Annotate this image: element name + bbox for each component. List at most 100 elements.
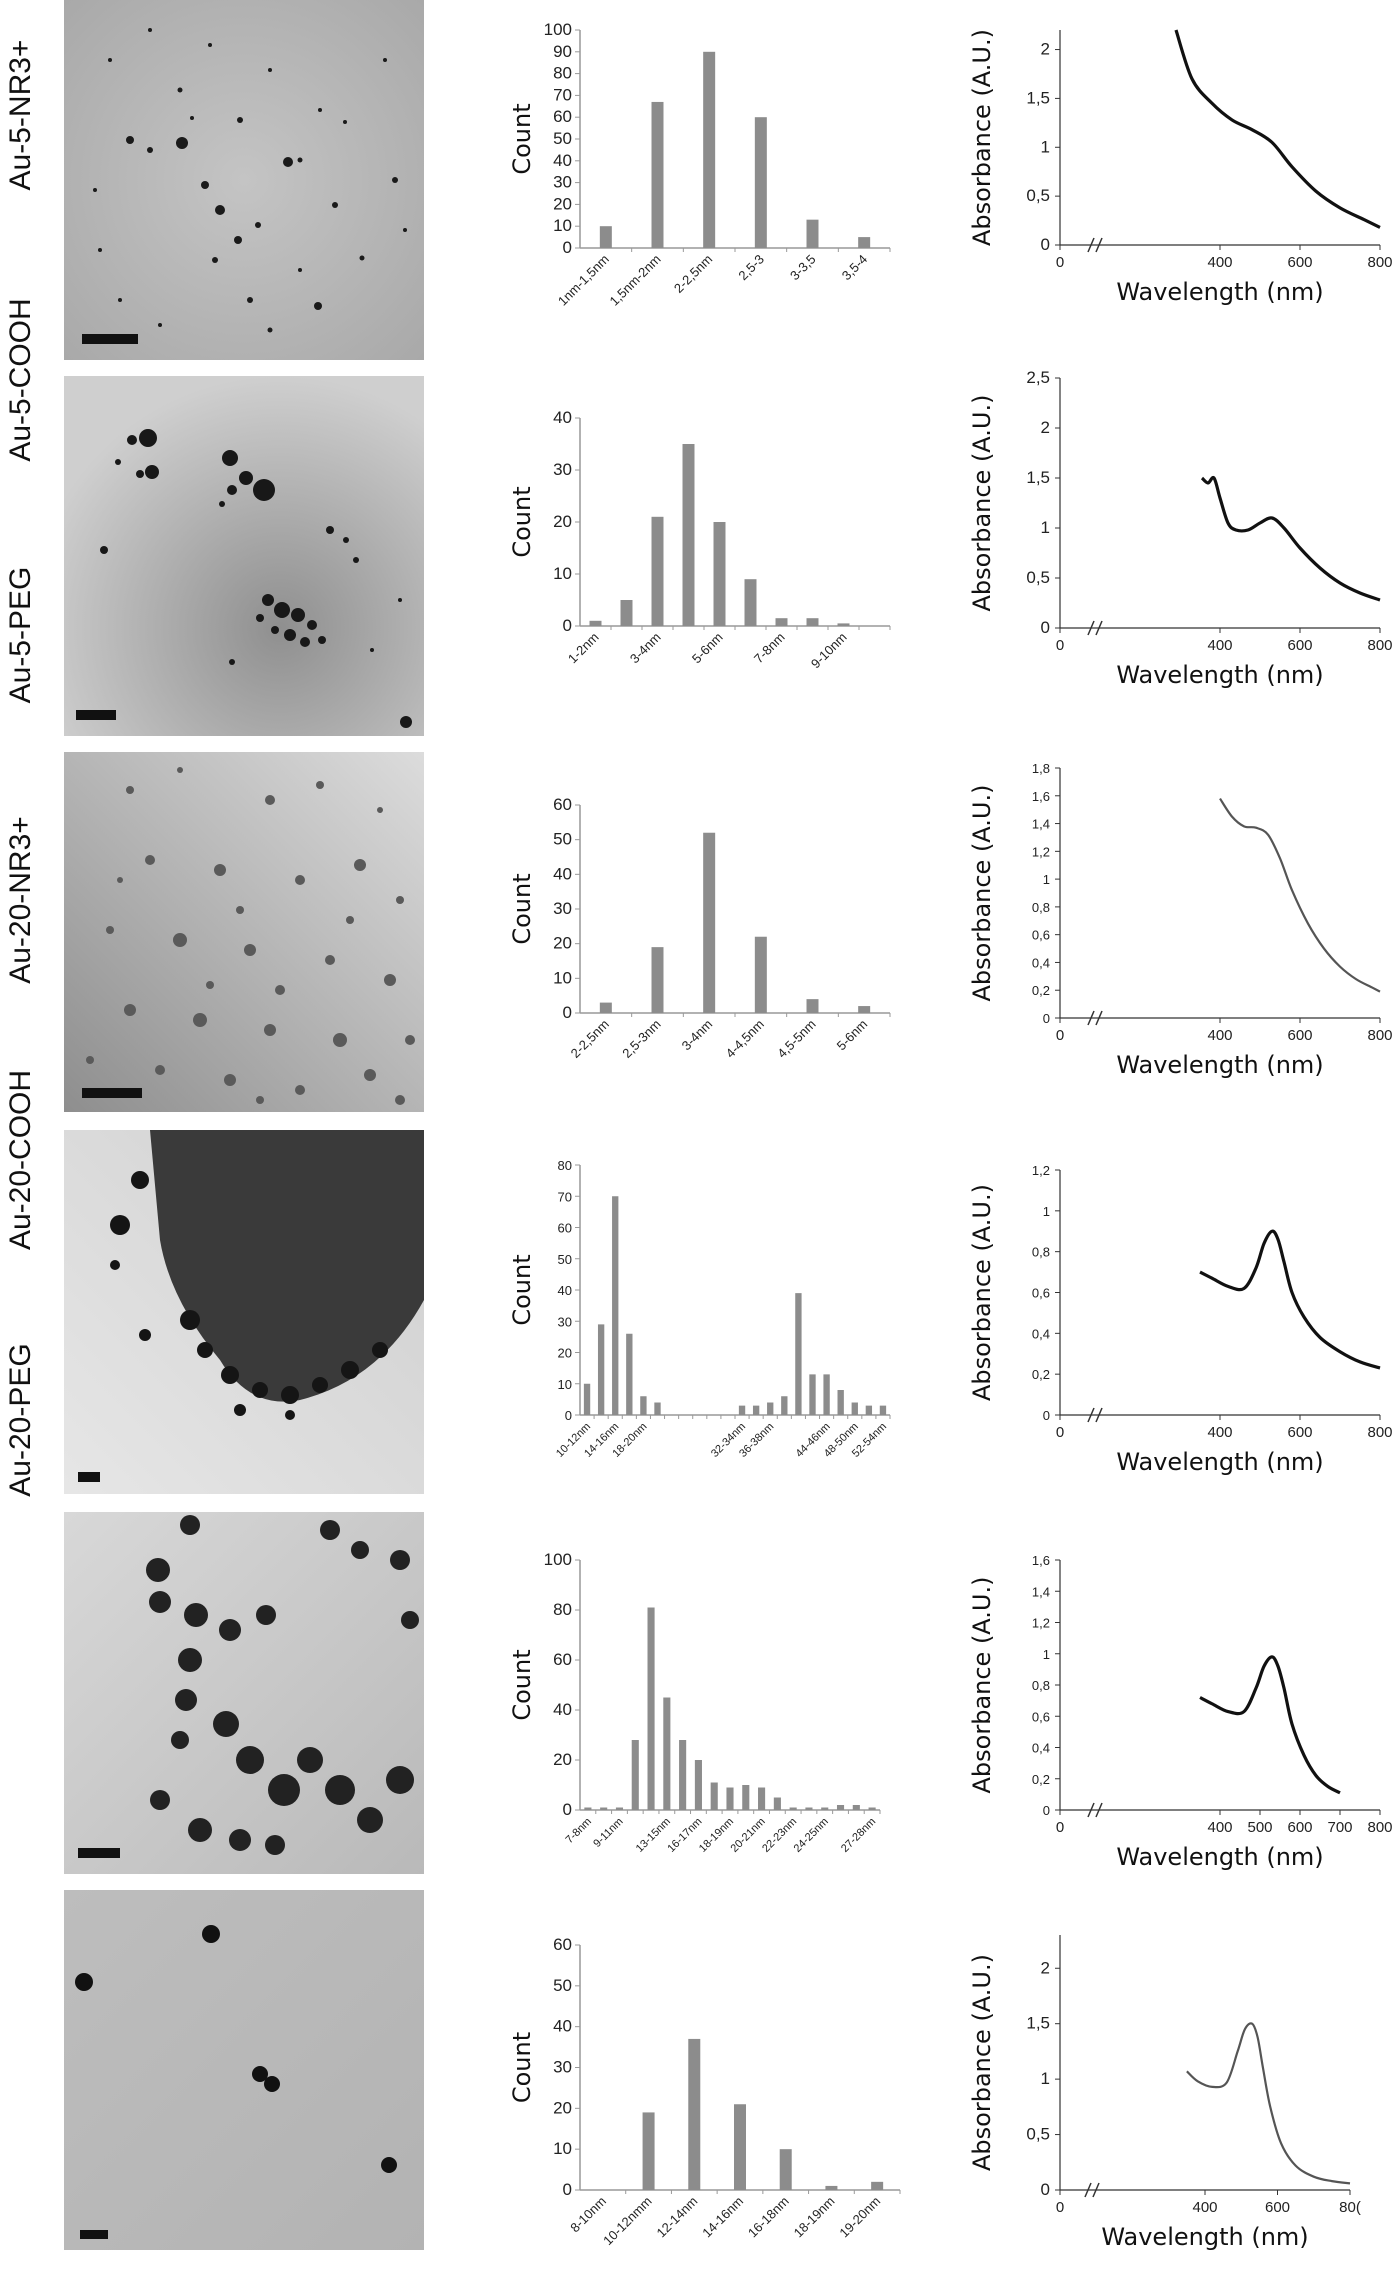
histogram-bar	[688, 2038, 701, 2190]
histogram-bar	[789, 1807, 797, 1810]
histogram-xtick-label: 1nm-1,5nm	[555, 252, 612, 309]
histogram-bar	[599, 226, 612, 248]
spectrum-ytick-label: 2,5	[1026, 368, 1050, 387]
histogram-bar	[663, 1697, 671, 1810]
histogram-bar	[858, 237, 871, 248]
histogram-ytick-label: 100	[544, 20, 572, 39]
histogram-ytick-label: 20	[553, 934, 572, 953]
histogram-ytick-label: 40	[553, 864, 572, 883]
spectrum-xtick-label: 800	[1367, 1819, 1392, 1836]
axis-break-mark	[1095, 1802, 1103, 1818]
spectrum-ytick-label: 1	[1043, 1204, 1050, 1219]
spectrum-ytick-label: 1,5	[1026, 88, 1050, 107]
histogram-3: 0 10 20 30 40 50 60 Count 2-2,5nm 2,5-3nm 3-4nm 4-4…	[508, 795, 891, 1061]
histogram-ytick-label: 0	[563, 238, 572, 257]
histogram-bar	[852, 1805, 860, 1810]
tem-image-au-20-peg	[64, 1890, 424, 2250]
spectrum-ytick-label: 1,4	[1032, 1584, 1050, 1599]
spectrum-ytick-label: 0,2	[1032, 1367, 1050, 1382]
spectrum-ylabel: Absorbance (A.U.)	[968, 785, 996, 1002]
histogram-ytick-label: 10	[553, 216, 572, 235]
spectrum-1: 0 0,5 1 1,5 2 0 400 600 800 Absorbance (A.U.) Wave…	[968, 29, 1393, 306]
spectrum-ytick-label: 1,4	[1032, 817, 1050, 832]
histogram-1: 0 10 20 30 40 50 60 70 80 90 100 Count 1nm-1,5nm1,5n…	[508, 20, 891, 309]
histogram-bar	[703, 832, 716, 1013]
spectrum-xtick-label: 500	[1247, 1819, 1272, 1836]
row-label-3: Au-5-PEG	[4, 567, 37, 704]
spectrum-ytick-label: 0,5	[1026, 2125, 1050, 2144]
histogram-ytick-label: 0	[563, 1003, 572, 1022]
spectrum-xtick-label: 600	[1287, 1027, 1312, 1044]
histogram-bar	[612, 1196, 619, 1415]
histogram-xtick-label: 1-2nm	[565, 630, 602, 667]
histogram-ytick-label: 60	[553, 1935, 572, 1954]
spectrum-xtick-label: 80(	[1339, 2199, 1361, 2216]
histogram-xtick-label: 5-6nm	[689, 630, 726, 667]
row-label-5: Au-20-COOH	[4, 1070, 37, 1250]
histogram-bar	[806, 618, 819, 626]
histogram-bar	[779, 2149, 792, 2190]
histogram-bar	[654, 1402, 661, 1415]
histogram-ytick-label: 50	[558, 1252, 572, 1267]
histogram-xtick-label: 5-6nm	[834, 1017, 871, 1054]
histogram-bar	[651, 101, 664, 248]
spectrum-ytick-label: 2	[1041, 40, 1050, 59]
row-label-1: Au-5-NR3+	[4, 40, 37, 191]
histogram-bar	[642, 2112, 655, 2190]
spectrum-xlabel: Wavelength (nm)	[1116, 1051, 1323, 1079]
spectrum-xlabel: Wavelength (nm)	[1116, 1843, 1323, 1871]
histogram-ytick-label: 50	[553, 1976, 572, 1995]
histogram-xtick-label: 2-2,5nm	[671, 252, 715, 296]
histogram-bar	[631, 1740, 639, 1810]
histogram-ytick-label: 20	[553, 512, 572, 531]
histogram-ytick-label: 30	[553, 2058, 572, 2077]
histogram-ytick-label: 40	[553, 1700, 572, 1719]
spectrum-ytick-label: 1,6	[1032, 1553, 1050, 1568]
histogram-bar	[871, 2181, 884, 2190]
histogram-bar	[726, 1787, 734, 1810]
histogram-xtick-label: 18-19nm	[791, 2194, 838, 2241]
histogram-xtick-label: 2,5-3nm	[619, 1017, 663, 1061]
histogram-ylabel: Count	[508, 486, 536, 557]
histogram-bar	[647, 1607, 655, 1810]
histogram-xtick-label: 24-25nm	[792, 1816, 831, 1855]
histogram-bar	[823, 1374, 830, 1415]
histogram-ytick-label: 100	[544, 1550, 572, 1569]
histogram-4: 01020304050607080Count10-12nm14-16nm18-2…	[508, 1158, 891, 1460]
histogram-bar	[713, 522, 726, 626]
spectrum-ytick-label: 0	[1043, 1803, 1050, 1818]
spectrum-xtick-label: 800	[1367, 637, 1392, 654]
histogram-bar	[767, 1402, 774, 1415]
histogram-xtick-label: 4,5-5nm	[774, 1017, 818, 1061]
histogram-bar	[851, 1402, 858, 1415]
histogram-ytick-label: 40	[558, 1283, 572, 1298]
histogram-bar	[773, 1797, 781, 1810]
histogram-bar	[679, 1740, 687, 1810]
histogram-xtick-label: 3,5-4	[839, 252, 871, 284]
histogram-xtick-label: 9-11nm	[591, 1816, 625, 1850]
histogram-ytick-label: 10	[558, 1377, 572, 1392]
spectrum-curve	[1174, 29, 1381, 229]
spectrum-xtick-label: 600	[1287, 637, 1312, 654]
histogram-bar	[806, 999, 819, 1013]
spectrum-ylabel: Absorbance (A.U.)	[968, 1577, 996, 1794]
tem-image-au-5-nr3	[64, 0, 424, 360]
histogram-ytick-label: 40	[553, 2017, 572, 2036]
histogram-bar	[865, 1405, 873, 1415]
histogram-ytick-label: 20	[553, 194, 572, 213]
histogram-2: 0 10 20 30 40 Count 1-2nm 3-4nm 5-6nm 7-8nm 9-10nm	[508, 408, 891, 671]
axis-break-mark	[1087, 237, 1095, 253]
spectrum-xtick-label: 400	[1207, 637, 1232, 654]
spectrum-xtick-label: 400	[1207, 1027, 1232, 1044]
spectrum-ytick-label: 0,8	[1032, 1678, 1050, 1693]
histogram-xtick-label: 3-4nm	[627, 630, 664, 667]
histogram-xtick-label: 4-4,5nm	[723, 1017, 767, 1061]
histogram-bar	[651, 516, 664, 626]
histogram-ytick-label: 0	[563, 1800, 572, 1819]
spectrum-xlabel: Wavelength (nm)	[1116, 661, 1323, 689]
spectrum-ytick-label: 0,4	[1032, 1741, 1050, 1756]
axis-break-mark	[1095, 620, 1103, 636]
histogram-ytick-label: 30	[553, 899, 572, 918]
histogram-ytick-label: 20	[553, 2098, 572, 2117]
